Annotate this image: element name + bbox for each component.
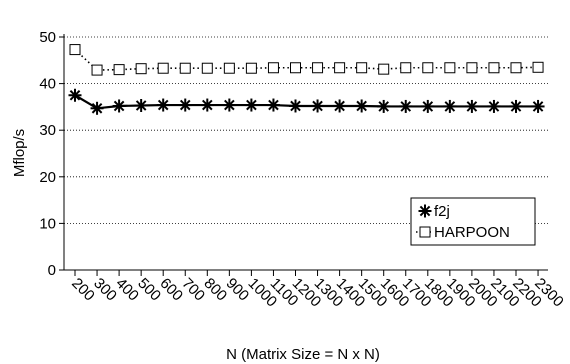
y-tick-label: 20 <box>39 169 56 186</box>
data-point-harpoon <box>223 62 235 74</box>
data-point-f2j <box>112 99 126 113</box>
data-point-harpoon <box>201 62 213 74</box>
legend-marker-f2j <box>418 204 432 218</box>
x-axis-ticks: 2003004005006007008009001000110012001300… <box>68 270 567 310</box>
data-point-harpoon <box>356 62 368 74</box>
data-point-f2j <box>178 98 192 112</box>
data-point-f2j <box>68 88 82 102</box>
data-point-f2j <box>487 99 501 113</box>
data-point-harpoon <box>312 62 324 74</box>
axes <box>63 34 548 271</box>
x-axis-label: N (Matrix Size = N x N) <box>226 346 380 363</box>
data-point-f2j <box>90 101 104 115</box>
data-point-harpoon <box>135 63 147 75</box>
data-point-f2j <box>421 99 435 113</box>
series-line-f2j <box>74 94 539 110</box>
data-point-harpoon <box>267 62 279 74</box>
data-point-f2j <box>531 99 545 113</box>
data-point-f2j <box>289 99 302 113</box>
data-point-f2j <box>333 99 347 113</box>
data-point-harpoon <box>422 62 434 74</box>
data-point-harpoon <box>179 62 191 74</box>
data-point-harpoon <box>532 61 544 73</box>
data-point-f2j <box>355 99 369 113</box>
data-point-harpoon <box>245 62 257 74</box>
series-line-harpoon <box>74 48 539 71</box>
data-point-harpoon <box>157 62 169 74</box>
y-tick-label: 0 <box>48 262 56 279</box>
data-point-f2j <box>509 99 523 113</box>
data-point-harpoon <box>69 44 81 56</box>
legend-label-harpoon: HARPOON <box>434 224 510 241</box>
data-point-harpoon <box>290 62 301 74</box>
data-point-f2j <box>266 98 280 112</box>
data-point-f2j <box>200 98 214 112</box>
series-harpoon <box>69 44 544 76</box>
data-point-f2j <box>443 99 457 113</box>
legend-box <box>410 197 536 246</box>
legend-label-f2j: f2j <box>434 203 450 220</box>
data-point-harpoon <box>113 64 125 76</box>
data-point-f2j <box>311 99 325 113</box>
data-point-f2j <box>377 99 391 113</box>
data-point-harpoon <box>488 62 500 74</box>
data-point-f2j <box>465 99 479 113</box>
data-point-f2j <box>134 99 148 113</box>
data-point-harpoon <box>466 62 478 74</box>
data-point-harpoon <box>444 62 456 74</box>
legend-square-icon <box>419 226 431 238</box>
data-point-f2j <box>244 98 258 112</box>
y-tick-label: 50 <box>39 29 56 46</box>
data-point-f2j <box>222 98 236 112</box>
data-point-harpoon <box>400 62 412 74</box>
series-f2j <box>68 88 545 115</box>
data-point-harpoon <box>91 64 103 76</box>
y-tick-label: 30 <box>39 122 56 139</box>
data-point-harpoon <box>510 62 522 74</box>
data-point-harpoon <box>378 63 390 75</box>
data-point-harpoon <box>334 62 346 74</box>
legend-asterisk-icon <box>418 204 432 218</box>
data-point-f2j <box>156 98 170 112</box>
y-tick-label: 10 <box>39 215 56 232</box>
series-group <box>68 44 545 115</box>
data-point-f2j <box>399 99 413 113</box>
legend: f2j HARPOON <box>410 197 536 246</box>
y-axis-ticks: 0 10 20 30 40 50 <box>39 29 64 279</box>
y-tick-label: 40 <box>39 76 56 93</box>
y-axis-label: Mflop/s <box>11 129 28 177</box>
legend-marker-harpoon <box>419 226 431 238</box>
